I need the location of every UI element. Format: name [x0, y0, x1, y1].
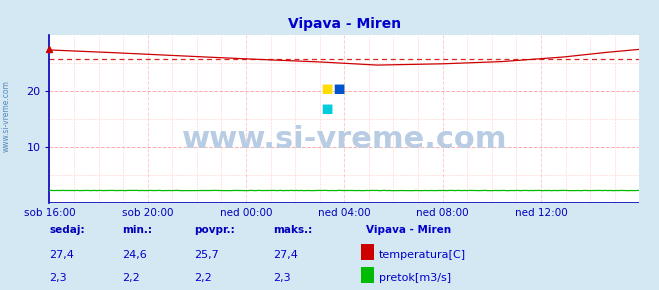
Text: 27,4: 27,4	[49, 250, 74, 260]
Text: povpr.:: povpr.:	[194, 225, 235, 235]
Text: maks.:: maks.:	[273, 225, 313, 235]
Text: ▪: ▪	[331, 79, 345, 98]
Text: 27,4: 27,4	[273, 250, 299, 260]
Text: pretok[m3/s]: pretok[m3/s]	[379, 273, 451, 283]
Text: temperatura[C]: temperatura[C]	[379, 250, 466, 260]
Text: sedaj:: sedaj:	[49, 225, 85, 235]
Text: 24,6: 24,6	[122, 250, 147, 260]
Text: 25,7: 25,7	[194, 250, 219, 260]
Text: 2,3: 2,3	[273, 273, 291, 283]
Text: 2,2: 2,2	[122, 273, 140, 283]
Text: www.si-vreme.com: www.si-vreme.com	[2, 80, 11, 152]
Text: ▪: ▪	[320, 99, 333, 118]
Text: ▪: ▪	[320, 79, 333, 98]
Title: Vipava - Miren: Vipava - Miren	[288, 17, 401, 31]
Text: www.si-vreme.com: www.si-vreme.com	[182, 125, 507, 154]
Text: 2,2: 2,2	[194, 273, 212, 283]
Text: min.:: min.:	[122, 225, 152, 235]
Text: 2,3: 2,3	[49, 273, 67, 283]
Text: Vipava - Miren: Vipava - Miren	[366, 225, 451, 235]
